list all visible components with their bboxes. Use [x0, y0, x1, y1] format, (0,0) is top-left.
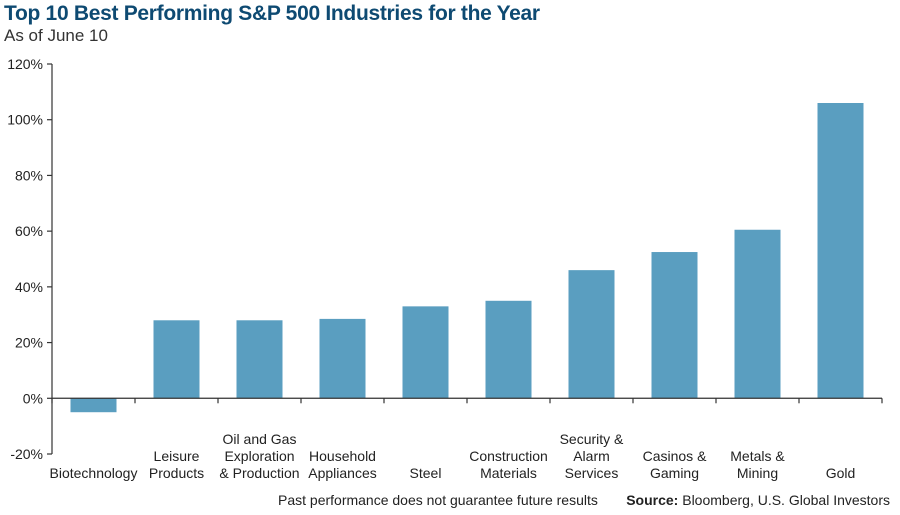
- y-tick-label: 20%: [15, 335, 43, 351]
- x-tick-label: Household Appliances: [308, 448, 377, 481]
- y-tick-label: -20%: [10, 446, 43, 462]
- x-tick-label: Biotechnology: [50, 465, 138, 481]
- x-tick-label: Construction Materials: [469, 448, 548, 481]
- bar: [818, 103, 864, 398]
- source-text: Bloomberg, U.S. Global Investors: [682, 492, 890, 508]
- bar: [735, 230, 781, 399]
- bar: [154, 320, 200, 398]
- x-tick-label: Metals & Mining: [730, 448, 785, 481]
- x-axis-labels: Biotechnology Leisure Products Oil and Gas E…: [50, 431, 856, 481]
- bars: [52, 103, 882, 412]
- y-axis: -20% 0% 20% 40% 60% 80% 100% 120%: [7, 56, 52, 462]
- x-tick-label: Leisure Products: [149, 448, 204, 481]
- bar: [569, 270, 615, 398]
- bar: [237, 320, 283, 398]
- bar-chart: -20% 0% 20% 40% 60% 80% 100% 120% Biotechnology…: [0, 0, 900, 515]
- source-note: Source: Bloomberg, U.S. Global Investors: [626, 492, 890, 508]
- y-tick-label: 100%: [7, 112, 43, 128]
- bar: [320, 319, 366, 398]
- y-tick-label: 0%: [23, 390, 43, 406]
- x-tick-label: Security & Alarm Services: [560, 431, 624, 481]
- y-tick-label: 40%: [15, 279, 43, 295]
- x-tick-label: Gold: [826, 465, 856, 481]
- y-tick-label: 60%: [15, 223, 43, 239]
- source-label: Source:: [626, 492, 678, 508]
- bar: [652, 252, 698, 398]
- bar: [71, 398, 117, 412]
- x-tick-label: Oil and Gas Exploration & Production: [219, 431, 299, 481]
- x-tick-label: Steel: [410, 465, 442, 481]
- y-tick-label: 80%: [15, 167, 43, 183]
- y-tick-label: 120%: [7, 56, 43, 72]
- bar: [403, 306, 449, 398]
- bar: [486, 301, 532, 399]
- x-tick-label: Casinos & Gaming: [643, 448, 707, 481]
- disclaimer-text: Past performance does not guarantee futu…: [278, 492, 598, 508]
